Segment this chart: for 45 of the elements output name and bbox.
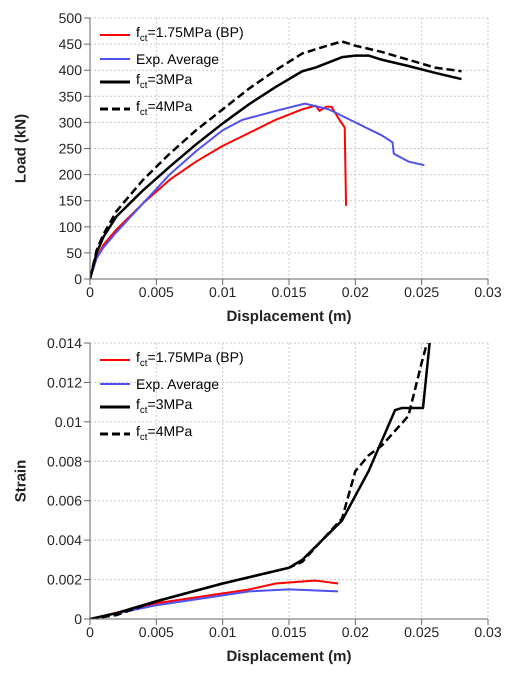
x-tick-label: 0.01 <box>209 284 237 300</box>
y-tick-label: 0.008 <box>46 453 82 470</box>
x-tick-label: 0.005 <box>138 284 174 300</box>
x-tick-label: 0 <box>86 284 94 300</box>
x-tick-label: 0.015 <box>271 624 307 640</box>
y-tick-label: 100 <box>58 218 82 235</box>
y-tick-label: 450 <box>58 36 82 52</box>
y-tick-label: 400 <box>58 62 82 78</box>
legend-label: f$_{ct}$=3MPa <box>136 70 192 93</box>
legend-label: f$_{ct}$=4MPa <box>136 96 192 120</box>
x-tick-label: 0.02 <box>342 284 370 300</box>
y-tick-label: 50 <box>66 244 82 261</box>
legend-label: Exp. Average <box>136 50 220 69</box>
x-axis-title: Displacement (m) <box>226 308 352 325</box>
y-tick-label: 150 <box>58 192 82 209</box>
y-tick-label: 0.012 <box>46 374 82 390</box>
legend-label: f$_{ct}$=1.75MPa (BP) <box>136 23 244 46</box>
y-tick-label: 250 <box>58 140 82 156</box>
y-tick-label: 0.002 <box>46 572 82 588</box>
x-axis-title: Displacement (m) <box>226 648 352 665</box>
legend-label: f$_{ct}$=3MPa <box>136 394 192 418</box>
y-tick-label: 0.006 <box>46 492 82 509</box>
x-tick-label: 0.01 <box>209 624 237 640</box>
y-tick-label: 0 <box>74 610 82 627</box>
y-axis-title: Strain <box>12 460 30 502</box>
x-tick-label: 0.005 <box>138 624 174 640</box>
y-axis-title: Load (kN) <box>12 114 30 184</box>
x-tick-label: 0.015 <box>271 284 307 300</box>
y-tick-label: 350 <box>58 88 82 104</box>
x-tick-label: 0.02 <box>342 624 370 640</box>
x-tick-label: 0.025 <box>404 624 440 640</box>
y-tick-label: 0.014 <box>46 334 82 351</box>
legend-label: f$_{ct}$=4MPa <box>136 422 192 444</box>
x-tick-label: 0.03 <box>474 284 502 300</box>
legend-label: Exp. Average <box>136 374 220 394</box>
y-tick-label: 200 <box>58 166 82 183</box>
y-tick-label: 0 <box>74 270 82 287</box>
y-tick-label: 300 <box>58 114 82 130</box>
legend-label: f$_{ct}$=1.75MPa (BP) <box>136 348 244 371</box>
y-tick-label: 500 <box>58 10 82 26</box>
x-tick-label: 0 <box>86 624 94 640</box>
x-tick-label: 0.025 <box>404 284 440 300</box>
y-tick-label: 0.004 <box>46 532 82 548</box>
y-tick-label: 0.01 <box>54 414 82 430</box>
x-tick-label: 0.03 <box>474 624 502 640</box>
